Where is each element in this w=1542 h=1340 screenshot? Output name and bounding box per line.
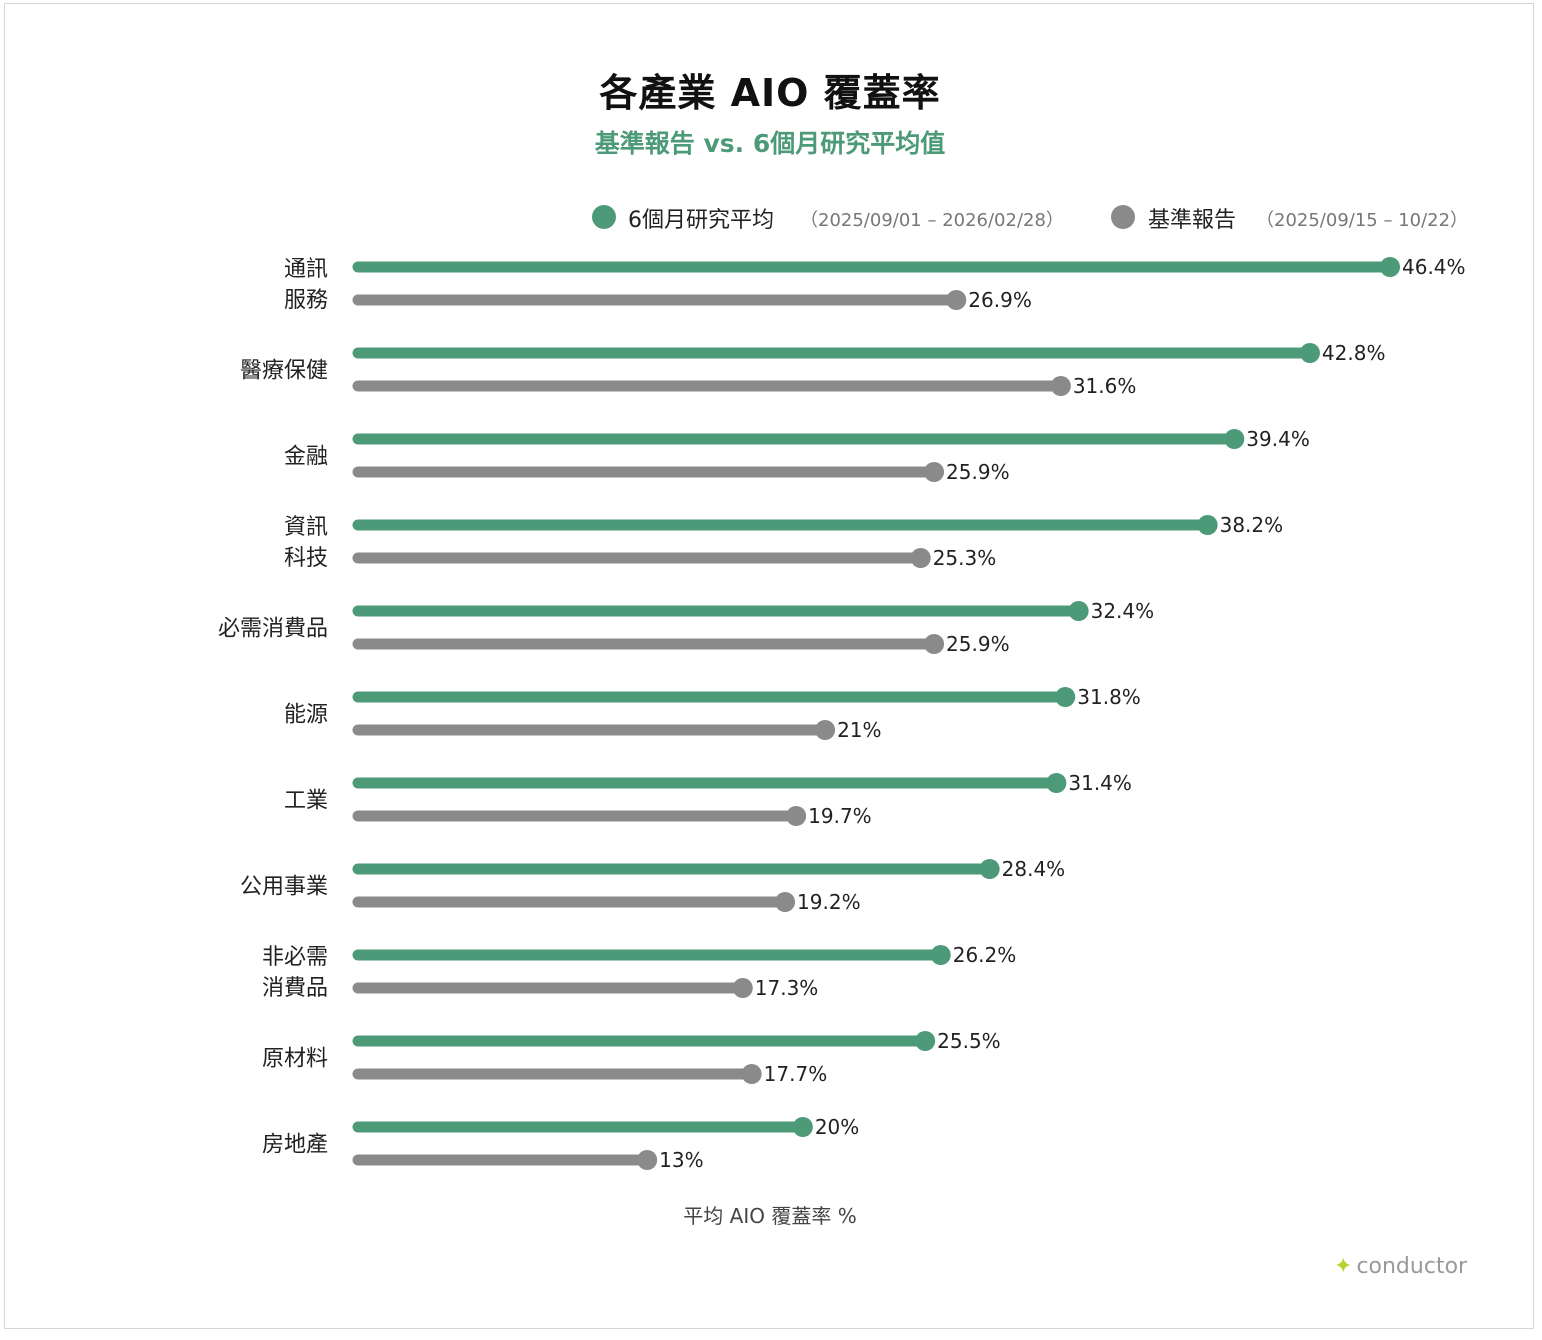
cat-staples-label: 必需消費品 <box>218 617 328 642</box>
value-label-six-month-cat-realestate: 20% <box>815 1115 859 1139</box>
value-label-baseline-cat-energy: 21% <box>837 718 881 742</box>
dot-six-month-cat-it <box>1197 515 1218 535</box>
dot-six-month-cat-utilities <box>979 859 1000 879</box>
value-label-six-month-cat-it: 38.2% <box>1220 513 1284 537</box>
dot-six-month-cat-industrial <box>1046 773 1067 793</box>
value-label-six-month-cat-fin: 39.4% <box>1246 427 1310 451</box>
dot-baseline-cat-it <box>910 548 931 568</box>
legend-label-six-month: 6個月研究平均 <box>628 208 774 233</box>
cat-utilities-label: 公用事業 <box>240 875 328 900</box>
dot-baseline-cat-comm <box>946 290 967 310</box>
cat-health-label: 醫療保健 <box>240 359 328 384</box>
value-label-six-month-cat-utilities: 28.4% <box>1002 857 1066 881</box>
value-label-baseline-cat-materials: 17.7% <box>764 1062 828 1086</box>
dot-baseline-cat-realestate <box>637 1150 658 1170</box>
dot-baseline-cat-utilities <box>775 892 796 912</box>
chart-title: 各產業 AIO 覆蓋率 <box>599 71 941 115</box>
cat-it-label-line2: 科技 <box>284 546 328 571</box>
value-label-baseline-cat-discretionary: 17.3% <box>755 976 819 1000</box>
sparkle-icon: ✦ <box>1334 1254 1353 1279</box>
brand-logo: ✦ conductor <box>1334 1254 1467 1284</box>
dot-baseline-cat-industrial <box>786 806 807 826</box>
dot-six-month-cat-energy <box>1055 687 1076 707</box>
cat-discretionary-label-line2: 消費品 <box>262 976 328 1001</box>
cat-industrial-label: 工業 <box>284 789 328 814</box>
cat-discretionary-label-line1: 非必需 <box>262 945 328 970</box>
cat-it-label-line1: 資訊 <box>284 515 328 540</box>
legend-label-baseline: 基準報告 <box>1148 208 1237 233</box>
dot-six-month-cat-materials <box>915 1031 936 1051</box>
value-label-baseline-cat-industrial: 19.7% <box>808 804 872 828</box>
value-label-baseline-cat-comm: 26.9% <box>968 288 1032 312</box>
cat-comm-label-line1: 通訊 <box>284 257 328 282</box>
dot-baseline-cat-materials <box>741 1064 762 1084</box>
cat-fin-label: 金融 <box>284 445 328 470</box>
x-axis-label: 平均 AIO 覆蓋率 % <box>683 1204 857 1228</box>
legend-dot-six-month <box>592 205 616 229</box>
cat-comm-label-line2: 服務 <box>284 288 328 313</box>
legend-range-baseline: （2025/09/15 – 10/22） <box>1256 210 1469 231</box>
dot-six-month-cat-comm <box>1380 257 1400 277</box>
legend: 6個月研究平均 （2025/09/01 – 2026/02/28） 基準報告 （… <box>0 198 1542 234</box>
chart-frame <box>4 3 1534 1329</box>
dot-six-month-cat-realestate <box>792 1117 813 1137</box>
brand-name: conductor <box>1356 1254 1468 1279</box>
dot-baseline-cat-staples <box>924 634 945 654</box>
chart-subtitle: 基準報告 vs. 6個月研究平均值 <box>594 129 946 158</box>
dot-baseline-cat-energy <box>815 720 836 740</box>
dot-baseline-cat-fin <box>924 462 945 482</box>
value-label-baseline-cat-health: 31.6% <box>1073 374 1137 398</box>
value-label-baseline-cat-realestate: 13% <box>659 1148 703 1172</box>
value-label-six-month-cat-staples: 32.4% <box>1091 599 1155 623</box>
dot-six-month-cat-health <box>1299 343 1320 363</box>
dot-baseline-cat-discretionary <box>732 978 753 998</box>
value-label-six-month-cat-materials: 25.5% <box>937 1029 1001 1053</box>
value-label-six-month-cat-comm: 46.4% <box>1402 255 1466 279</box>
legend-dot-baseline <box>1111 205 1135 229</box>
dot-six-month-cat-fin <box>1224 429 1245 449</box>
value-label-baseline-cat-it: 25.3% <box>933 546 997 570</box>
dot-baseline-cat-health <box>1050 376 1071 396</box>
value-label-six-month-cat-discretionary: 26.2% <box>953 943 1017 967</box>
value-label-six-month-cat-industrial: 31.4% <box>1068 771 1132 795</box>
cat-energy-label: 能源 <box>284 703 328 728</box>
cat-realestate-label: 房地產 <box>262 1133 328 1158</box>
value-label-six-month-cat-health: 42.8% <box>1322 341 1386 365</box>
value-label-baseline-cat-fin: 25.9% <box>946 460 1010 484</box>
dot-six-month-cat-discretionary <box>930 945 951 965</box>
value-label-baseline-cat-staples: 25.9% <box>946 632 1010 656</box>
legend-range-six-month: （2025/09/01 – 2026/02/28） <box>800 210 1064 231</box>
dot-six-month-cat-staples <box>1068 601 1089 621</box>
cat-materials-label: 原材料 <box>262 1047 328 1072</box>
value-label-baseline-cat-utilities: 19.2% <box>797 890 861 914</box>
value-label-six-month-cat-energy: 31.8% <box>1077 685 1141 709</box>
